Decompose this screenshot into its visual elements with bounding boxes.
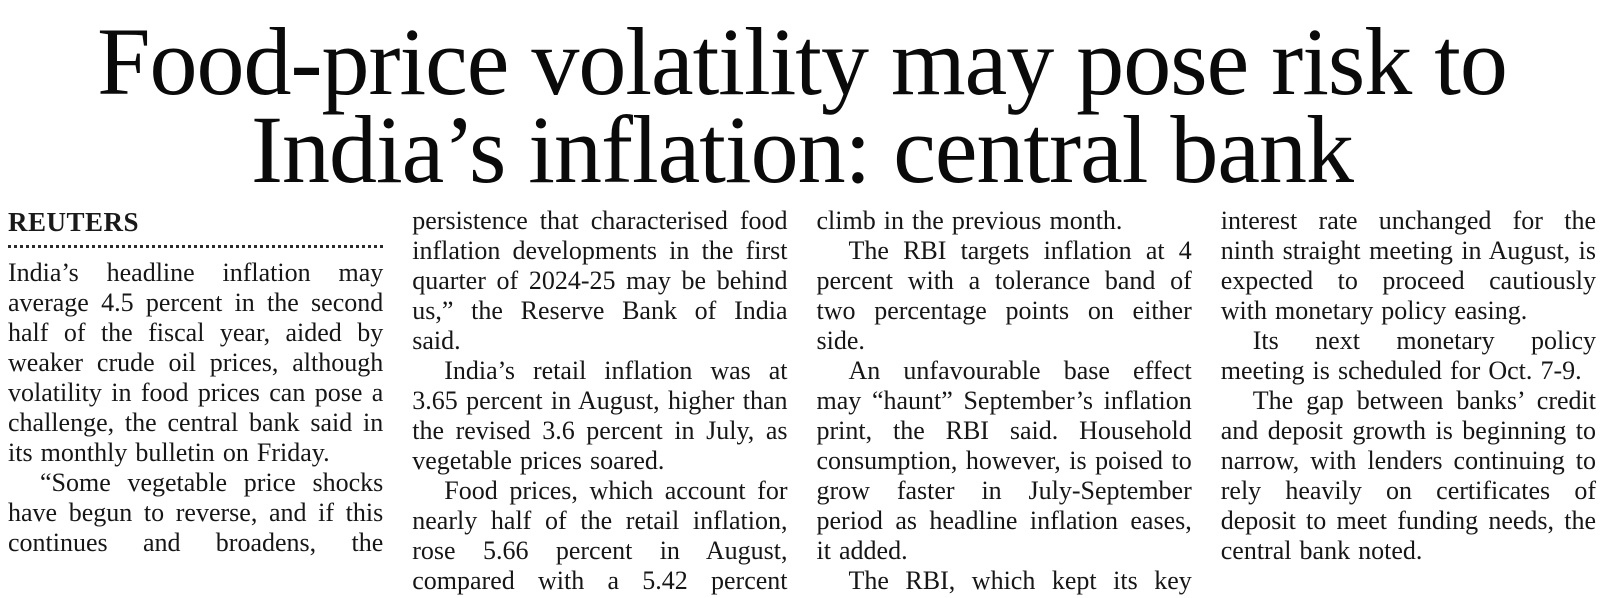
article-column-1: REUTERS India’s headline inflation may a… — [8, 206, 384, 596]
article-paragraph: “Some vegetable price shocks have begun … — [8, 468, 384, 557]
article-paragraph: Food prices, which account for nearly ha… — [412, 476, 788, 595]
article-column-4: interest rate unchanged for the ninth st… — [1221, 206, 1596, 596]
article-paragraph: The RBI, which kept its key — [848, 566, 1192, 595]
byline-divider — [8, 245, 384, 248]
article-paragraph: interest rate unchanged for the ninth st… — [1220, 206, 1596, 325]
article-paragraph: persistence that characterised food infl… — [412, 206, 788, 355]
article-paragraph: India’s retail inflation was at 3.65 per… — [412, 356, 788, 475]
article-paragraph: The RBI targets inflation at 4 percent w… — [816, 236, 1192, 355]
article-paragraph: climb in the previous month. — [816, 206, 1123, 235]
article-column-3: climb in the previous month. The RBI tar… — [817, 206, 1192, 596]
byline-source: REUTERS — [8, 207, 140, 237]
article-body: REUTERS India’s headline inflation may a… — [0, 206, 1604, 596]
article-paragraph: India’s headline inflation may average 4… — [8, 258, 384, 467]
article-column-2: persistence that characterised food infl… — [412, 206, 787, 596]
article-headline: Food-price volatility may pose risk to I… — [97, 8, 1508, 203]
article-paragraph: The gap between banks’ credit and deposi… — [1220, 386, 1596, 565]
article-paragraph: An unfavourable base effect may “haunt” … — [816, 356, 1192, 565]
article-paragraph: Its next monetary policy meeting is sche… — [1220, 326, 1596, 385]
